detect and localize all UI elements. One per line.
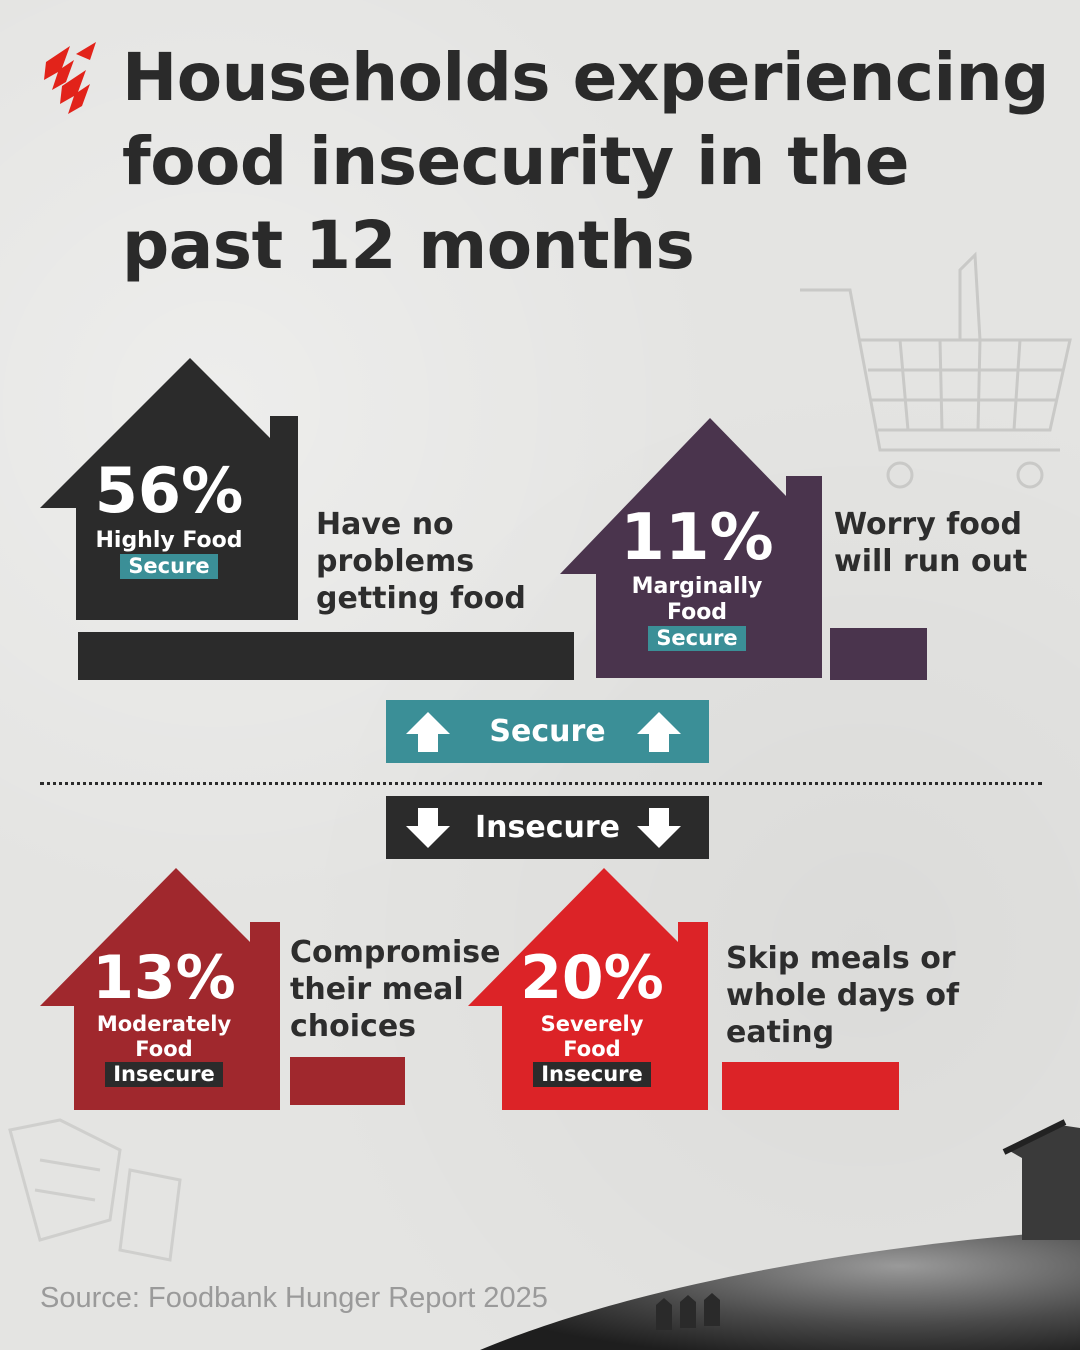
status-tag: Insecure (533, 1062, 651, 1087)
status-label-2: Food (135, 1037, 193, 1061)
status-label: Severely (540, 1012, 644, 1036)
status-label-2: Food (666, 600, 728, 625)
house-label: 13% Moderately Food Insecure (70, 948, 258, 1087)
status-label: Marginally (631, 574, 763, 599)
arrow-up-icon (406, 711, 450, 752)
house-shape-icon (40, 868, 280, 1110)
house-label: 20% Severely Food Insecure (498, 948, 686, 1087)
secure-divider-label: Secure (386, 700, 709, 763)
bar-marginally-food-secure (830, 628, 927, 680)
house-shape-icon (40, 358, 298, 620)
grocery-sketch-icon (8, 1118, 182, 1262)
percentage-value: 56% (94, 454, 244, 527)
bar-severely-food-insecure (722, 1062, 899, 1110)
house-shape-icon (560, 418, 822, 678)
arrow-up-icon (637, 711, 681, 752)
status-label: Moderately (96, 1012, 232, 1036)
insecure-label: Insecure (474, 810, 620, 845)
status-label: Highly Food (95, 528, 243, 553)
house-marginally-food-secure: 11% Marginally Food Secure (560, 418, 826, 680)
house-label: 56% Highly Food Secure (58, 460, 280, 579)
insecure-divider-label: Insecure (386, 796, 709, 859)
bar-highly-food-secure (78, 632, 574, 680)
bar-moderately-food-insecure (290, 1057, 405, 1105)
percentage-value: 20% (520, 943, 664, 1013)
house-shape-icon (468, 868, 708, 1110)
house-highly-food-secure: 56% Highly Food Secure (40, 358, 300, 622)
house-severely-food-insecure: 20% Severely Food Insecure (468, 868, 710, 1112)
sbs-logo-icon (44, 42, 96, 114)
house-moderately-food-insecure: 13% Moderately Food Insecure (40, 868, 282, 1112)
percentage-value: 13% (92, 943, 236, 1013)
source-note: Source: Foodbank Hunger Report 2025 (40, 1282, 548, 1314)
secure-insecure-divider (40, 782, 1042, 785)
arrow-down-icon (637, 807, 681, 848)
page-title: Households experiencing food insecurity … (122, 39, 1049, 284)
percentage-value: 11% (620, 501, 774, 575)
description-moderately-insecure: Compromise their meal choices (290, 935, 501, 1044)
description-severely-insecure: Skip meals or whole days of eating (726, 941, 960, 1050)
status-tag: Secure (120, 554, 218, 579)
status-tag: Secure (648, 626, 746, 651)
description-highly-secure: Have no problems getting food (316, 507, 526, 616)
shopping-trolley-sketch-icon (800, 251, 1072, 489)
status-tag: Insecure (105, 1062, 223, 1087)
status-label-2: Food (563, 1037, 621, 1061)
arrow-down-icon (406, 807, 450, 848)
description-marginally-secure: Worry food will run out (834, 507, 1028, 579)
secure-label: Secure (489, 714, 606, 749)
house-label: 11% Marginally Food Secure (592, 506, 802, 651)
